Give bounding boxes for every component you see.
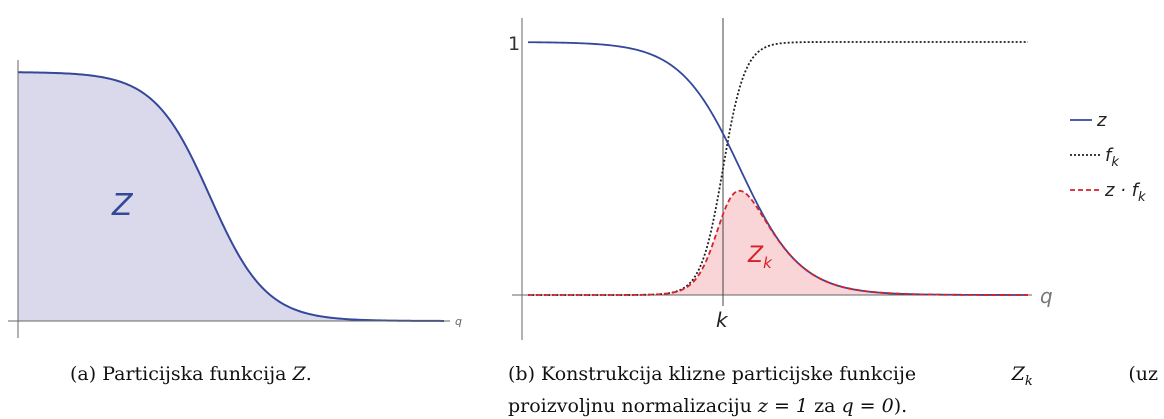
caption-b: (b) Konstrukcija klizne particijske funk… — [508, 362, 1158, 419]
k-label: k — [716, 308, 729, 332]
caption-line: (b) Konstrukcija klizne particijske funk… — [508, 363, 1158, 389]
caption-line: proizvoljnu normalizaciju z = 1 za q = 0… — [508, 394, 908, 417]
area-label: Z — [111, 188, 134, 223]
legend-label: z — [1096, 110, 1107, 131]
curve-f — [528, 41, 1028, 296]
legend-label: z · fk — [1104, 180, 1146, 205]
area-a — [18, 72, 444, 321]
axis-label: q — [1040, 284, 1053, 308]
axis-label: q — [455, 315, 462, 328]
curve-z-a — [17, 71, 444, 322]
area-b — [528, 190, 1028, 295]
curve-product — [528, 189, 1028, 296]
caption-a: (a) Particijska funkcija Z. — [70, 363, 312, 385]
page: Z q 1 k q Zk z fk z · fk (a) Particijska… — [8, 18, 1158, 417]
figure: Z q 1 k q Zk z fk z · fk — [8, 18, 1146, 340]
area-label: Zk — [747, 243, 773, 272]
legend-label: fk — [1105, 145, 1119, 170]
y-label: 1 — [508, 33, 520, 55]
